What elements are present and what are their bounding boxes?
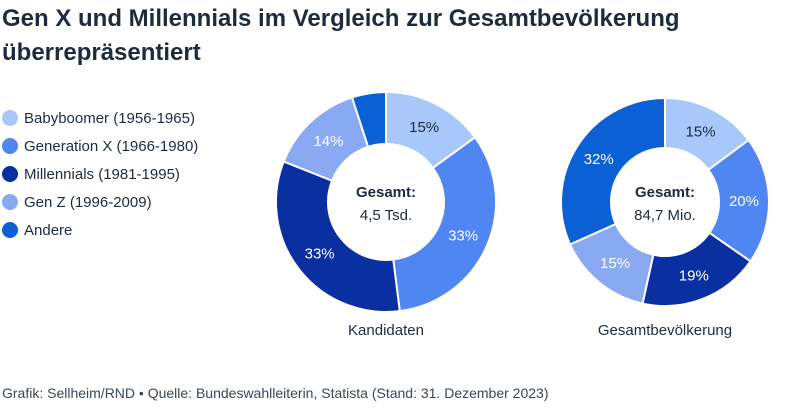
legend-swatch — [2, 166, 18, 182]
legend-item-babyboomer: Babyboomer (1956-1965) — [2, 104, 198, 132]
legend-item-millennials: Millennials (1981-1995) — [2, 160, 198, 188]
chart-caption: Kandidaten — [348, 322, 424, 339]
legend-item-generation-x: Generation X (1966-1980) — [2, 132, 198, 160]
legend-label: Millennials (1981-1995) — [24, 165, 180, 183]
slice-label: 14% — [313, 133, 343, 150]
slice-label: 20% — [729, 193, 759, 210]
donut-kandidaten: 15% 33% 33% 14% Gesamt: 4,5 Tsd. Kandidaten — [275, 90, 497, 339]
donut-slice — [275, 160, 401, 313]
source-footer: Grafik: Sellheim/RND • Quelle: Bundeswah… — [2, 385, 549, 401]
legend-swatch — [2, 110, 18, 126]
legend: Babyboomer (1956-1965) Generation X (196… — [2, 104, 198, 244]
slice-label: 33% — [448, 227, 478, 244]
legend-label: Gen Z (1996-2009) — [24, 193, 152, 211]
legend-swatch — [2, 194, 18, 210]
legend-item-gen-z: Gen Z (1996-2009) — [2, 188, 198, 216]
slice-label: 19% — [679, 268, 709, 285]
center-label: Gesamt: — [635, 184, 695, 201]
chart-title: Gen X und Millennials im Vergleich zur G… — [2, 5, 680, 66]
donut-slice — [706, 138, 770, 263]
legend-label: Andere — [24, 221, 73, 239]
chart-caption: Gesamtbevölkerung — [598, 322, 732, 339]
donut-slice — [560, 96, 666, 246]
legend-swatch — [2, 138, 18, 154]
legend-item-andere: Andere — [2, 216, 198, 244]
center-value: 4,5 Tsd. — [360, 207, 412, 224]
slice-label: 15% — [600, 255, 630, 272]
slice-label: 33% — [305, 245, 335, 262]
legend-label: Babyboomer (1956-1965) — [24, 109, 195, 127]
donut-gesamtbevoelkerung: 15% 20% 19% 15% 32% Gesamt: 84,7 Mio. Gesamtbev… — [560, 96, 770, 339]
donut-slice — [350, 90, 387, 149]
slice-label: 15% — [409, 119, 439, 136]
slice-label: 32% — [584, 151, 614, 168]
center-value: 84,7 Mio. — [634, 207, 696, 224]
slice-label: 15% — [686, 123, 716, 140]
legend-swatch — [2, 222, 18, 238]
donut-slice — [392, 135, 497, 313]
center-label: Gesamt: — [356, 184, 416, 201]
legend-label: Generation X (1966-1980) — [24, 137, 199, 155]
